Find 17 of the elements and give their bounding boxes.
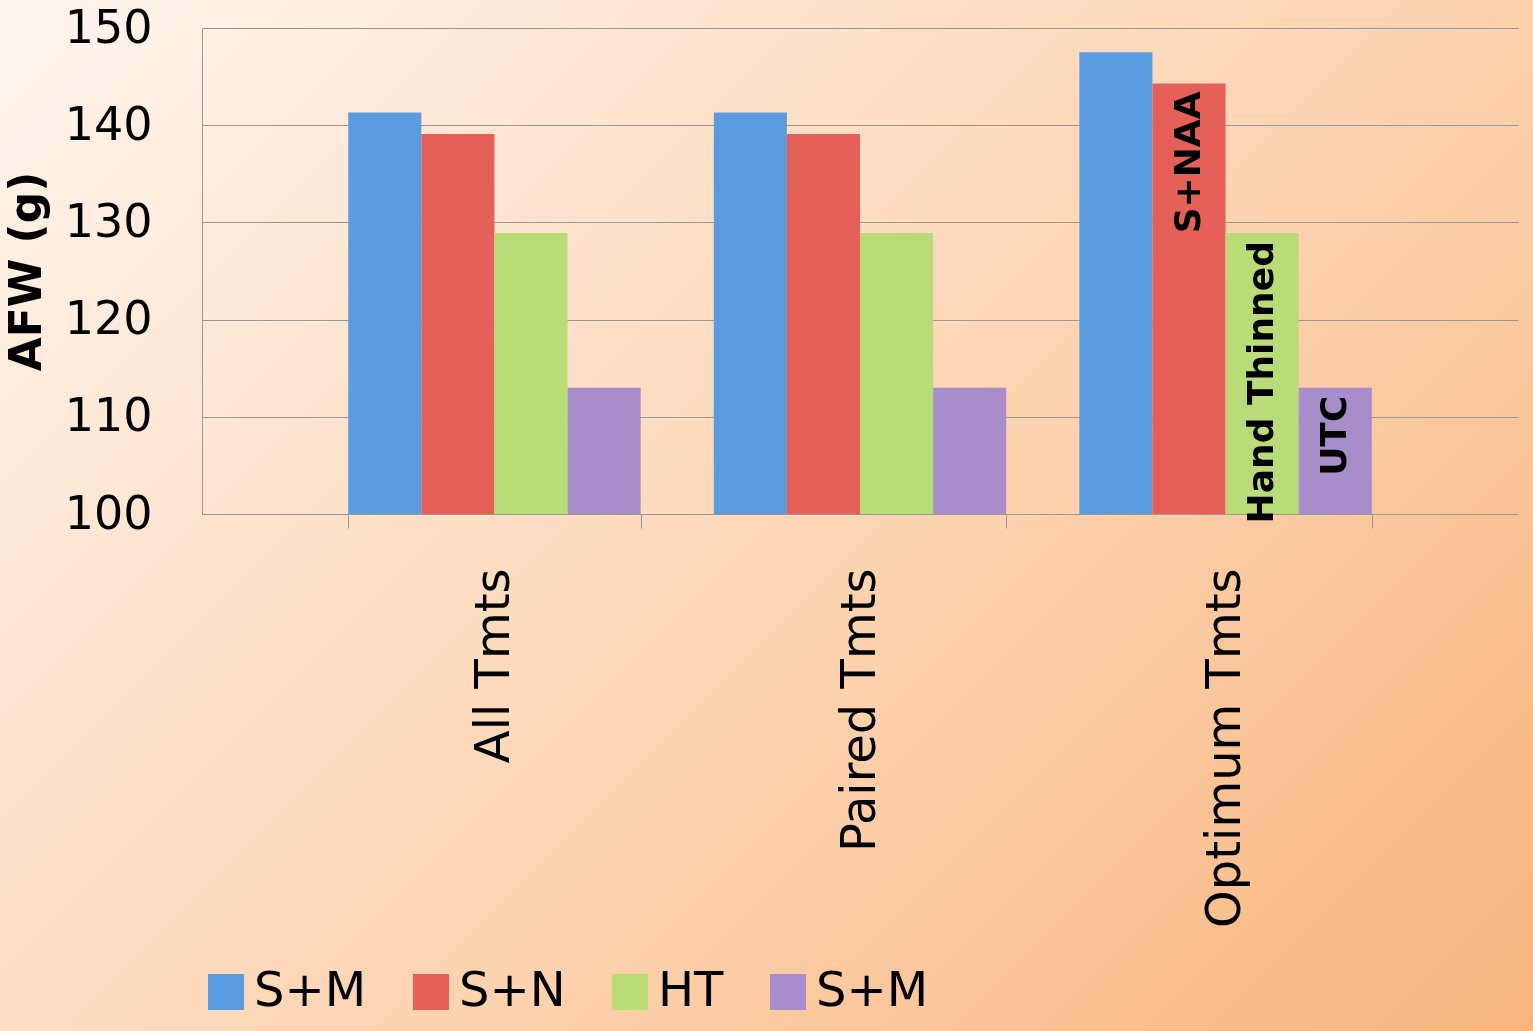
y-tick-label: 130 xyxy=(64,193,153,248)
y-tick-label: 110 xyxy=(64,388,153,443)
y-tick-label: 140 xyxy=(64,96,153,151)
annotation: Hand Thinned xyxy=(1240,241,1282,524)
x-tick-label: All Tmts xyxy=(463,568,520,764)
legend-label: S+N xyxy=(459,961,566,1017)
y-axis-title: AFW (g) xyxy=(0,171,51,372)
legend-label: S+M xyxy=(254,961,367,1017)
x-tick-label: Optimum Tmts xyxy=(1195,568,1252,929)
y-tick-label: 100 xyxy=(64,485,153,540)
y-tick-label: 150 xyxy=(64,0,153,54)
legend-label: HT xyxy=(658,961,725,1017)
annotation: UTC xyxy=(1313,395,1355,476)
y-tick-label: 120 xyxy=(64,291,153,346)
legend-label: S+M xyxy=(816,961,929,1017)
annotation: S+NAA xyxy=(1167,91,1208,234)
x-tick-label: Paired Tmts xyxy=(829,568,886,852)
